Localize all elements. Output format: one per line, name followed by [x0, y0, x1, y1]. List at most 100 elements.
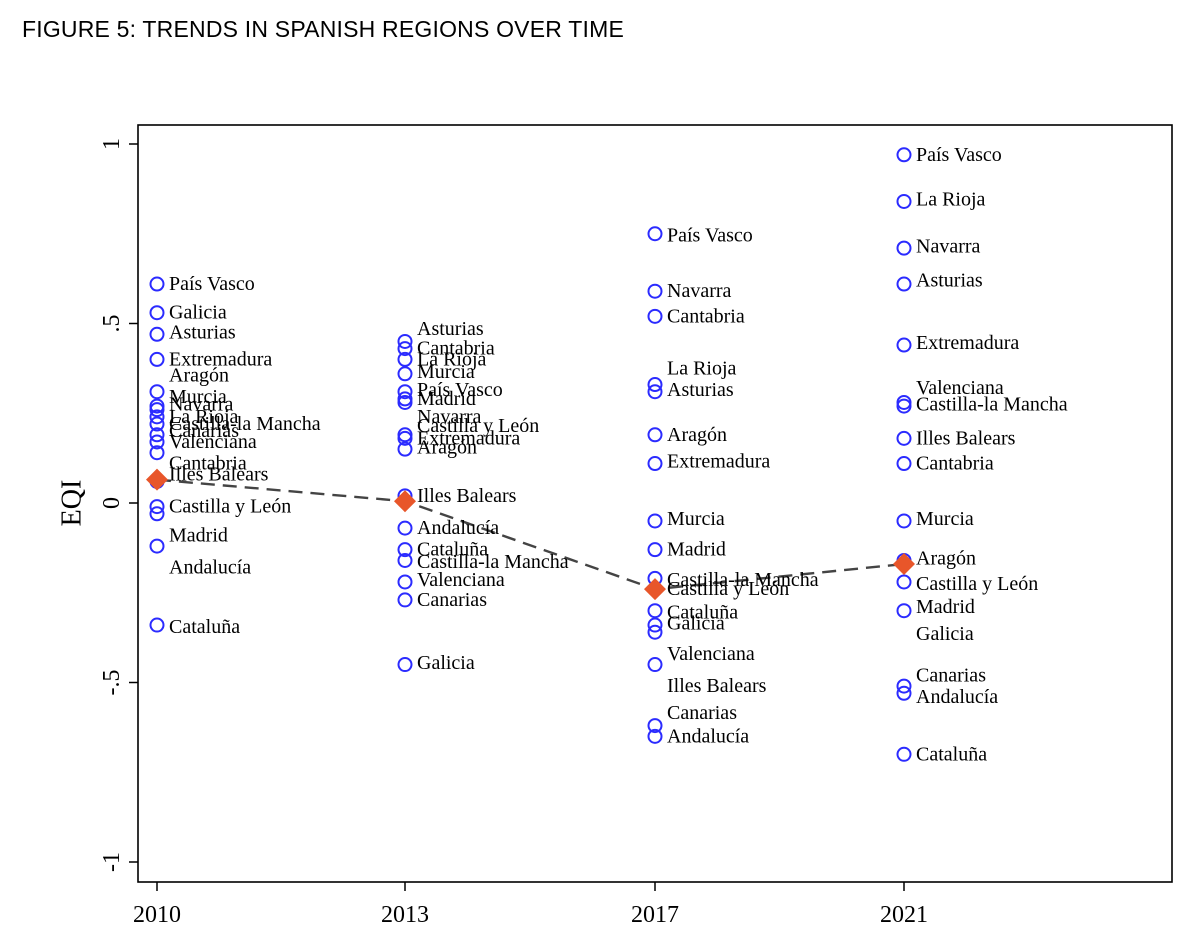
label-2013-aragon: Aragón — [417, 436, 477, 458]
label-2010-andalucia: Andalucía — [169, 557, 251, 579]
label-2017-castilla-y-leon: Castilla y León — [667, 578, 789, 600]
label-2021-valenciana: Valenciana — [916, 377, 1004, 399]
plot-frame — [137, 124, 1173, 883]
label-2017-murcia: Murcia — [667, 508, 725, 530]
point-2021-extremadura — [896, 337, 912, 353]
point-2013-cantabria — [397, 341, 413, 357]
label-2013-galicia: Galicia — [417, 652, 475, 674]
label-2021-castilla-y-leon: Castilla y León — [916, 573, 1038, 595]
point-2010-madrid — [149, 506, 165, 522]
label-2013-cantabria: Cantabria — [417, 338, 495, 360]
point-2010-navarra — [149, 402, 165, 418]
point-2021-castilla-y-leon — [896, 574, 912, 590]
label-2021-cantabria: Cantabria — [916, 453, 994, 475]
point-2017-cataluna — [647, 603, 663, 619]
point-2013-cataluna — [397, 542, 413, 558]
label-2013-la-rioja: La Rioja — [417, 348, 487, 370]
label-2013-illes-balears: Illes Balears — [417, 485, 517, 507]
label-2021-madrid: Madrid — [916, 596, 975, 618]
label-2021-andalucia: Andalucía — [916, 686, 998, 708]
point-2017-madrid — [647, 542, 663, 558]
point-2010-extremadura — [149, 351, 165, 367]
point-2010-galicia — [149, 305, 165, 321]
label-2017-extremadura: Extremadura — [667, 451, 770, 473]
label-2010-pais-vasco: País Vasco — [169, 273, 255, 295]
point-2017-canarias — [647, 718, 663, 734]
label-2013-asturias: Asturias — [417, 318, 484, 340]
label-2017-cataluna: Cataluña — [667, 601, 738, 623]
label-2010-illes-balears: Illes Balears — [169, 463, 269, 485]
label-2017-asturias: Asturias — [667, 379, 734, 401]
plot-frame-layer — [137, 124, 1173, 883]
x-tick-label-2010: 2010 — [133, 902, 181, 928]
label-2017-castilla-la-mancha: Castilla-la Mancha — [667, 569, 819, 591]
point-2021-canarias — [896, 678, 912, 694]
y-tick-label: 0 — [99, 497, 125, 509]
point-2013-castilla-la-mancha — [397, 552, 413, 568]
figure-title: FIGURE 5: TRENDS IN SPANISH REGIONS OVER… — [22, 16, 624, 42]
point-2013-valenciana — [397, 574, 413, 590]
label-2017-pais-vasco: País Vasco — [667, 225, 753, 247]
point-2021-la-rioja — [896, 193, 912, 209]
label-2017-canarias: Canarias — [667, 702, 737, 724]
label-2013-andalucia: Andalucía — [417, 517, 499, 539]
point-2017-galicia — [647, 617, 663, 633]
label-2021-castilla-la-mancha: Castilla-la Mancha — [916, 393, 1068, 415]
average-marker-2021 — [893, 553, 915, 576]
point-2021-cantabria — [896, 456, 912, 472]
x-tick-label-2021: 2021 — [880, 902, 928, 928]
label-2021-aragon: Aragón — [916, 548, 976, 570]
label-2010-galicia: Galicia — [169, 302, 227, 324]
label-2013-murcia: Murcia — [417, 361, 475, 383]
label-2017-andalucia: Andalucía — [667, 725, 749, 747]
point-2013-extremadura — [397, 430, 413, 446]
label-2021-asturias: Asturias — [916, 269, 983, 291]
label-2010-valenciana: Valenciana — [169, 431, 257, 453]
label-2010-la-rioja: La Rioja — [169, 406, 239, 428]
y-tick-label: .5 — [99, 315, 125, 333]
point-2017-la-rioja — [647, 377, 663, 393]
point-2017-valenciana — [647, 624, 663, 640]
label-2017-la-rioja: La Rioja — [667, 357, 737, 379]
point-2010-cantabria — [149, 445, 165, 461]
label-2010-navarra: Navarra — [169, 393, 234, 415]
label-2021-canarias: Canarias — [916, 664, 986, 686]
label-2010-murcia: Murcia — [169, 386, 227, 408]
label-2017-cantabria: Cantabria — [667, 305, 745, 327]
average-marker-2013 — [394, 490, 416, 513]
point-2010-castilla-y-leon — [149, 499, 165, 515]
label-2013-castilla-la-mancha: Castilla-la Mancha — [417, 551, 569, 573]
point-2021-murcia — [896, 513, 912, 529]
point-2021-asturias — [896, 276, 912, 292]
label-2010-castilla-y-leon: Castilla y León — [169, 496, 291, 518]
point-2010-castilla-la-mancha — [149, 416, 165, 432]
x-tick-label-2013: 2013 — [381, 902, 429, 928]
average-trend-line — [156, 478, 905, 591]
x-tick-label-2017: 2017 — [631, 902, 679, 928]
average-markers-layer — [146, 468, 915, 601]
point-2017-pais-vasco — [647, 226, 663, 242]
point-2013-pais-vasco — [397, 384, 413, 400]
point-2010-la-rioja — [149, 409, 165, 425]
axes-layer: 1 .5 0 -.5 -1 EQI 2010 2013 2017 2021 — [57, 138, 929, 928]
label-2013-cataluna: Cataluña — [417, 539, 488, 561]
label-2021-galicia: Galicia — [916, 623, 974, 645]
label-2017-illes-balears: Illes Balears — [667, 675, 767, 697]
point-2013-murcia — [397, 366, 413, 382]
label-2010-castilla-la-mancha: Castilla-la Mancha — [169, 413, 321, 435]
label-2021-la-rioja: La Rioja — [916, 189, 986, 211]
point-2010-andalucia — [149, 538, 165, 554]
label-2017-aragon: Aragón — [667, 424, 727, 446]
label-2010-cantabria: Cantabria — [169, 453, 247, 475]
label-2021-illes-balears: Illes Balears — [916, 427, 1016, 449]
point-2010-pais-vasco — [149, 276, 165, 292]
point-2021-castilla-la-mancha — [896, 398, 912, 414]
labels-layer: País Vasco Galicia Asturias Extremadura Arag… — [169, 144, 1068, 766]
point-2017-illes-balears — [647, 657, 663, 673]
point-2010-asturias — [149, 326, 165, 342]
average-line-layer — [156, 478, 905, 591]
point-2017-cantabria — [647, 308, 663, 324]
label-2013-madrid: Madrid — [417, 388, 476, 410]
label-2021-pais-vasco: País Vasco — [916, 144, 1002, 166]
